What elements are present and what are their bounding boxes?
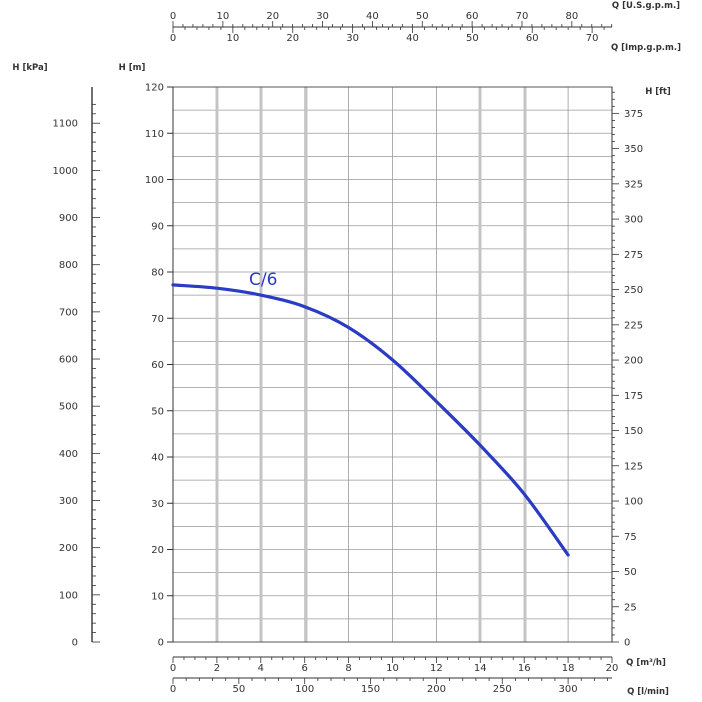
y-tick-label-ft: 375 [624,109,643,120]
series-label-c6: C/6 [249,270,277,290]
y-axis-kpa: 0 100 200 300 400 500 600 700 800 900 1000 1100 H [k… [12,63,100,649]
x-tick-label-usgpm: 20 [266,11,279,22]
y-tick-label-kpa: 600 [59,355,78,366]
y-tick-label-kpa: 500 [59,402,78,413]
x-tick-label-lmin: 0 [170,684,176,695]
x-tick-label-impgpm: 50 [466,33,479,44]
x-tick-label-m3h: 8 [345,663,351,674]
y-tick-label-m: 50 [151,406,164,417]
y-tick-label-ft: 325 [624,179,643,190]
y-tick-label-ft: 350 [624,144,643,155]
x-tick-label-m3h: 14 [474,663,487,674]
y-tick-label-kpa: 900 [59,213,78,224]
x-tick-label-usgpm: 80 [565,11,578,22]
x-axis-usgpm-title: Q [U.S.g.p.m.] [612,1,680,11]
x-tick-label-m3h: 18 [562,663,575,674]
y-tick-label-m: 110 [145,129,164,140]
x-tick-label-impgpm: 20 [286,33,299,44]
y-axis-ft-title: H [ft] [645,87,671,97]
y-tick-label-kpa: 100 [59,590,78,601]
x-axis-usgpm: 0 10 20 30 40 50 60 70 80 Q [U.S.g.p.m.] [170,1,680,28]
y-tick-label-ft: 150 [624,426,643,437]
y-tick-label-ft: 250 [624,285,643,296]
x-tick-label-impgpm: 40 [406,33,419,44]
x-tick-label-m3h: 10 [386,663,399,674]
x-tick-label-m3h: 12 [430,663,443,674]
y-tick-label-m: 30 [151,499,164,510]
y-tick-label-kpa: 1100 [53,119,78,130]
x-tick-label-impgpm: 0 [170,33,176,44]
y-tick-label-kpa: 800 [59,260,78,271]
x-tick-label-lmin: 250 [493,684,512,695]
x-axis-m3h-title: Q [m³/h] [626,658,666,668]
y-axis-ft: 0 25 50 75 100 125 150 175 200 225 250 275 300 325 350… [611,87,671,649]
y-tick-label-m: 70 [151,314,164,325]
x-tick-label-lmin: 200 [427,684,446,695]
x-tick-label-m3h: 0 [170,663,176,674]
x-tick-label-usgpm: 50 [416,11,429,22]
x-tick-label-m3h: 2 [214,663,220,674]
x-tick-label-impgpm: 60 [526,33,539,44]
x-tick-label-usgpm: 40 [366,11,379,22]
y-tick-label-kpa: 0 [72,638,78,649]
y-tick-label-kpa: 200 [59,543,78,554]
y-tick-label-ft: 200 [624,356,643,367]
y-tick-label-m: 90 [151,221,164,232]
y-tick-label-m: 0 [158,638,164,649]
y-tick-label-m: 20 [151,545,164,556]
x-axis-impgpm: 0 10 20 30 40 50 60 70 Q [Imp.g.p.m.] [170,27,681,53]
y-tick-label-ft: 100 [624,497,643,508]
x-tick-label-impgpm: 10 [227,33,240,44]
y-tick-label-m: 80 [151,268,164,279]
x-axis-lmin: 0 50 100 150 200 250 300 Q [l/min] [170,677,669,697]
y-tick-label-m: 100 [145,175,164,186]
y-tick-label-ft: 25 [624,602,637,613]
x-tick-label-usgpm: 0 [170,11,176,22]
y-axis-kpa-title: H [kPa] [12,63,47,73]
x-tick-label-usgpm: 70 [516,11,529,22]
series-group: C/6 [171,270,570,557]
x-tick-label-lmin: 50 [232,684,245,695]
x-axis-lmin-title: Q [l/min] [627,687,669,697]
x-tick-label-impgpm: 70 [586,33,599,44]
y-axis-m-title: H [m] [119,63,146,73]
x-tick-label-m3h: 20 [606,663,619,674]
y-tick-label-ft: 0 [624,638,630,649]
x-tick-label-m3h: 4 [258,663,264,674]
x-tick-label-lmin: 100 [295,684,314,695]
y-tick-label-ft: 300 [624,215,643,226]
y-tick-label-m: 40 [151,453,164,464]
y-tick-label-kpa: 300 [59,496,78,507]
x-tick-label-usgpm: 10 [216,11,229,22]
y-tick-label-ft: 50 [624,567,637,578]
series-line-c6 [171,283,570,557]
y-tick-label-ft: 75 [624,532,637,543]
y-tick-label-m: 60 [151,360,164,371]
y-tick-label-kpa: 1000 [53,166,78,177]
y-tick-label-kpa: 700 [59,307,78,318]
y-tick-label-ft: 125 [624,461,643,472]
x-tick-label-lmin: 300 [559,684,578,695]
x-axis-impgpm-title: Q [Imp.g.p.m.] [611,43,681,53]
x-tick-label-m3h: 16 [518,663,531,674]
x-tick-label-usgpm: 30 [316,11,329,22]
x-axis-m3h: 0 2 4 6 8 10 12 14 16 18 20 Q [m³/h] [170,656,666,674]
y-tick-label-m: 10 [151,591,164,602]
x-tick-label-m3h: 6 [302,663,308,674]
y-tick-label-ft: 275 [624,250,643,261]
y-tick-label-m: 120 [145,83,164,94]
x-tick-label-usgpm: 60 [466,11,479,22]
x-tick-label-lmin: 150 [361,684,380,695]
y-tick-label-ft: 175 [624,391,643,402]
x-tick-label-impgpm: 30 [346,33,359,44]
y-tick-label-kpa: 400 [59,449,78,460]
grid [172,86,613,643]
y-axis-m: 0 10 20 30 40 50 60 70 80 90 100 110 120 H [m] [119,63,174,649]
y-tick-label-ft: 225 [624,320,643,331]
